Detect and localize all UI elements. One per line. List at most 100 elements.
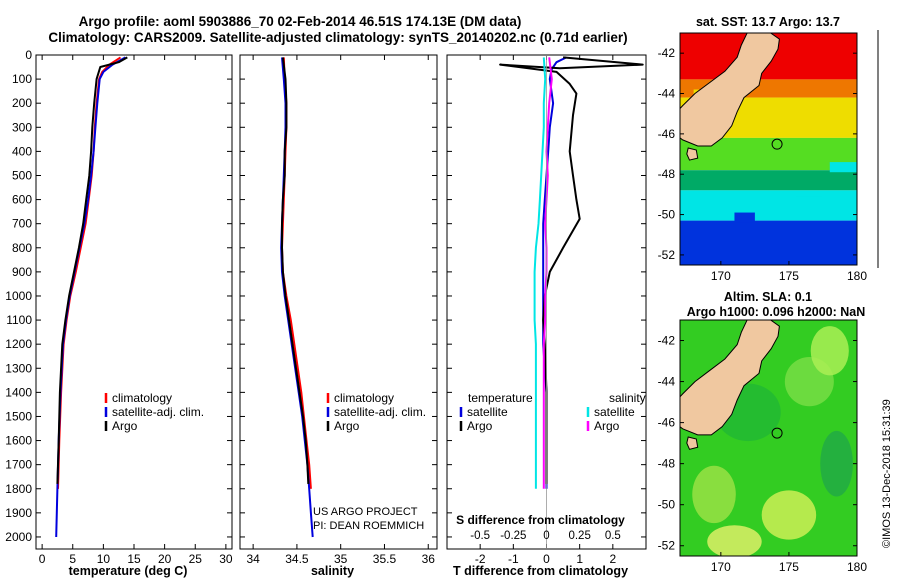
x-tick-label: 34 [246,552,260,566]
y-tick-label: 0 [25,48,32,62]
lat-tick-label: -42 [658,334,676,348]
y-tick-label: 1400 [5,385,32,399]
x-tick-label: 25 [189,552,203,566]
x-tick-label: 34.5 [285,552,309,566]
sla-map-subtitle: Argo h1000: 0.096 h2000: NaN [687,305,866,319]
lat-tick-label: -42 [658,46,676,60]
lat-tick-label: -48 [658,457,676,471]
legend-label: climatology [334,391,394,405]
legend-label: satellite-adj. clim. [112,405,204,419]
sla-anomaly [810,326,849,376]
x-tick-label: 35.5 [373,552,397,566]
y-tick-label: 700 [12,217,32,231]
series-line-argo [281,57,310,484]
s-tick-label: 0 [543,530,549,542]
sst-patch [809,111,851,122]
sst-band [680,170,857,191]
lon-tick-label: 180 [847,269,867,283]
sst-band [680,190,857,221]
y-tick-label: 500 [12,168,32,182]
imos-timestamp: ©IMOS 13-Dec-2018 15:31:39 [881,399,893,548]
y-tick-label: 200 [12,96,32,110]
x-axis-label: T difference from climatology [453,564,628,578]
lat-tick-label: -46 [658,416,676,430]
figure-title: Argo profile: aoml 5903886_70 02-Feb-201… [79,14,522,29]
lat-tick-label: -50 [658,208,676,222]
lat-tick-label: -50 [658,498,676,512]
salinity-panel: 34 34.5 35 35.5 36 salinity climatologysatelli… [239,54,438,578]
x-tick-label: 2 [609,552,616,566]
y-tick-label: 1800 [5,482,32,496]
lat-tick-label: -46 [658,127,676,141]
x-tick-label: 15 [127,552,141,566]
s-tick-label: -0.5 [470,530,490,542]
series-line-s-satellite [533,57,547,489]
y-tick-label: 900 [12,265,32,279]
x-tick-label: 36 [422,552,436,566]
y-tick-label: 1700 [5,458,32,472]
land-south-island [680,33,780,147]
lon-tick-label: 175 [779,269,799,283]
sst-map-title: sat. SST: 13.7 Argo: 13.7 [696,15,840,29]
land-south-island [680,320,780,436]
y-tick-label: 2000 [5,530,32,544]
sst-patch [795,196,823,209]
y-tick-label: 1300 [5,361,32,375]
land-stewart-island [686,147,699,161]
x-tick-label: 5 [69,552,76,566]
x-tick-label: 1 [576,552,583,566]
y-tick-label: 1600 [5,434,32,448]
y-tick-label: 1000 [5,289,32,303]
s-tick-label: 0.5 [605,530,621,542]
legend-label: Argo [112,419,138,433]
sla-anomaly [692,465,736,524]
figure-subtitle: Climatology: CARS2009. Satellite-adjuste… [48,30,627,45]
y-tick-label: 600 [12,193,32,207]
legend-label: Argo [467,419,493,433]
sla-anomaly [820,430,853,497]
difference-panel: -2 -1 0 1 2T difference from climatology S di… [446,54,647,578]
x-tick-label: 35 [334,552,348,566]
sst-patch [734,212,755,223]
sst-band [680,220,857,265]
s-axis-label: S difference from climatology [456,513,625,527]
y-tick-label: 1100 [6,313,32,327]
lat-tick-label: -52 [658,248,676,262]
legend-label: climatology [112,391,172,405]
sst-patch [829,162,857,173]
pi-credit: PI: DEAN ROEMMICH [313,520,424,532]
legend-label: Argo [334,419,360,433]
y-tick-label: 300 [12,120,32,134]
x-tick-label: 30 [219,552,233,566]
y-tick-label: 1900 [5,506,32,520]
s-tick-label: -0.25 [500,530,526,542]
legend-label: satellite-adj. clim. [334,405,426,419]
lon-tick-label: 180 [847,560,867,574]
project-credit: US ARGO PROJECT [313,506,418,518]
sla-map-title: Altim. SLA: 0.1 [724,290,812,304]
legend-title-salinity: salinity [609,391,646,405]
y-tick-label: 400 [12,144,32,158]
y-tick-label: 1200 [5,337,32,351]
profile-location-marker [771,427,783,439]
lat-tick-label: -52 [658,539,676,553]
x-tick-label: 0 [543,552,550,566]
sst-map: sat. SST: 13.7 Argo: 13.7 -42 -44 -46 -48 -50… [658,15,879,283]
lat-tick-label: -44 [658,87,676,101]
map-frame [679,319,858,557]
s-tick-label: 0.25 [568,530,590,542]
y-tick-label: 800 [12,241,32,255]
y-tick-label: 1500 [5,409,32,423]
x-tick-label: 10 [97,552,111,566]
lon-tick-label: 170 [711,269,731,283]
x-tick-label: 0 [39,552,46,566]
plot-frame [35,54,233,550]
lat-tick-label: -44 [658,375,676,389]
map-frame [679,32,858,266]
lon-tick-label: 170 [711,560,731,574]
legend-title-temperature: temperature [468,391,533,405]
profile-location-marker [771,138,783,150]
plot-frame [239,54,438,550]
